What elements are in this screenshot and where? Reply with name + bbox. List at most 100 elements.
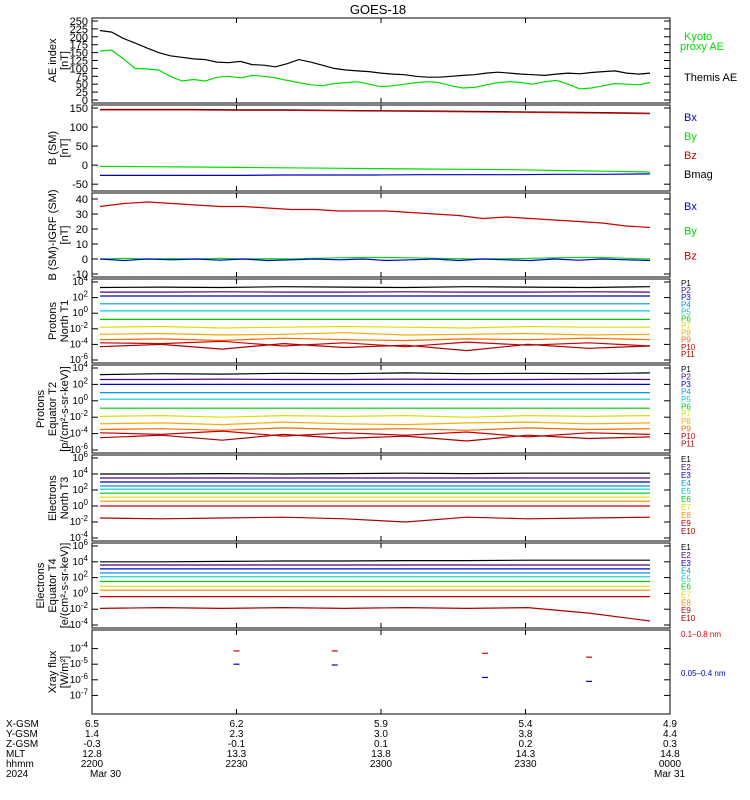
ephemeris-value: 13.3 — [227, 749, 247, 760]
legend-entry: E4 — [681, 567, 691, 576]
y-tick-label: 10-4 — [70, 530, 89, 544]
y-tick-label: 102 — [72, 570, 88, 584]
legend-entry: Bz — [684, 250, 697, 262]
panel-frame — [91, 629, 671, 715]
ephemeris-value: 0.2 — [519, 739, 533, 750]
series-line — [99, 29, 651, 78]
legend-entry: Themis AE — [684, 72, 737, 84]
y-axis-label: AE index — [47, 38, 59, 83]
ephemeris-value: 2.3 — [230, 729, 244, 740]
legend-entry: P2 — [681, 372, 691, 381]
series-line — [99, 201, 651, 229]
ephemeris-value: 3.8 — [519, 729, 533, 740]
y-axis-label: North T1 — [59, 300, 71, 343]
series-line — [99, 332, 651, 336]
y-tick-label: 100 — [70, 122, 88, 134]
legend-entry: E5 — [681, 575, 691, 584]
legend-entry: P5 — [681, 395, 691, 404]
y-tick-label: 10-2 — [70, 514, 89, 528]
series-line — [99, 286, 651, 289]
ephemeris-value: 12.8 — [82, 749, 102, 760]
y-tick-label: 10-4 — [70, 617, 89, 631]
panel-frame — [91, 454, 671, 542]
legend-entry: P1 — [681, 279, 691, 288]
ephemeris-value: 5.4 — [519, 719, 533, 730]
y-tick-label: 10 — [76, 239, 88, 251]
series-line — [100, 559, 650, 563]
series-line — [100, 173, 651, 176]
legend-entry: E8 — [681, 511, 691, 520]
ephemeris-value: 0000 — [659, 759, 682, 770]
legend-entry: E1 — [681, 543, 691, 552]
y-tick-label: 150 — [70, 103, 88, 115]
y-tick-label: 25 — [76, 87, 88, 99]
y-tick-label: 104 — [72, 466, 88, 480]
y-axis-label: [e/(cm²-s-sr-keV)] — [59, 543, 71, 629]
y-tick-label: 10-7 — [70, 687, 89, 701]
legend-entry: P4 — [681, 300, 691, 309]
ephemeris-value: 2230 — [225, 759, 248, 770]
legend-entry: E7 — [681, 590, 691, 599]
panel-bsm: -50 0 50 100 150 B (SM) [nT] Bx By Bz Bmag — [47, 103, 713, 192]
y-tick-label: 10-6 — [70, 672, 89, 686]
series-line — [99, 606, 651, 622]
legend-entry: Bx — [684, 112, 697, 124]
ephemeris-value: 1.4 — [85, 729, 99, 740]
legend-entry: E7 — [681, 503, 691, 512]
legend-entry: P3 — [681, 380, 691, 389]
series-line — [99, 258, 651, 262]
y-tick-label: 10-2 — [70, 409, 89, 423]
series-line — [100, 109, 651, 115]
y-tick-label: 10-2 — [70, 601, 89, 615]
legend-entry: P10 — [681, 432, 696, 441]
y-tick-label: 102 — [72, 376, 88, 390]
legend-entry: E2 — [681, 463, 691, 472]
series-line — [99, 433, 651, 442]
year-label: 2024 — [6, 769, 29, 780]
series-line — [100, 472, 650, 475]
y-axis-label: Equator T2 — [47, 382, 59, 436]
legend-entry: E10 — [681, 614, 696, 623]
y-axis-label: Equator T4 — [47, 558, 59, 612]
legend-entry: E3 — [681, 559, 691, 568]
series-line — [99, 337, 651, 342]
y-axis-label: [p/(cm²-s-sr-keV)] — [59, 366, 71, 452]
y-axis-label: North T3 — [59, 477, 71, 520]
ephemeris-value: 6.5 — [85, 719, 99, 730]
legend-entry: P5 — [681, 307, 691, 316]
panel-bigrf: -10 0 10 20 30 40 B (SM)-IGRF (SM) [nT] Bx By Bz — [47, 189, 697, 281]
ephemeris-label: Z-GSM — [6, 739, 38, 750]
y-tick-label: 106 — [72, 450, 88, 464]
legend-entry: proxy AE — [680, 41, 724, 53]
ephemeris-value: -0.1 — [228, 739, 246, 750]
panel-xray: 10-410-5 10-610-7 Xray flux [W/m²] 0.1–0.8 n… — [47, 629, 726, 715]
legend-entry: Bz — [684, 150, 697, 162]
series-line — [99, 256, 651, 260]
legend-entry: E2 — [681, 551, 691, 560]
y-axis-label: B (SM)-IGRF (SM) — [47, 189, 59, 280]
y-tick-label: 102 — [72, 482, 88, 496]
y-tick-label: 225 — [70, 24, 88, 36]
y-tick-label: 0 — [82, 254, 88, 266]
legend-entry: P1 — [681, 365, 691, 374]
ephemeris-value: 0.3 — [663, 739, 677, 750]
y-axis-label: [nT] — [59, 51, 71, 70]
legend-entry: 0.1–0.8 nm — [681, 630, 721, 639]
legend-entry: E1 — [681, 455, 691, 464]
ephemeris-value: 6.2 — [230, 719, 244, 730]
legend-entry: P4 — [681, 387, 691, 396]
series-line — [99, 430, 651, 438]
y-axis-label: Electrons — [47, 475, 59, 521]
y-tick-label: 30 — [76, 209, 88, 221]
y-tick-label: 102 — [72, 290, 88, 304]
legend-entry: P7 — [681, 410, 691, 419]
ephemeris-value: 0.1 — [374, 739, 388, 750]
legend-entry: P11 — [681, 440, 695, 449]
y-tick-label: 75 — [76, 71, 88, 83]
ephemeris-table: X-GSM 6.5 6.2 5.9 5.4 4.9 Y-GSM 1.4 2.3 3.0 3.8 4.4… — [6, 719, 686, 780]
y-tick-label: 100 — [72, 393, 88, 407]
plot-title: GOES-18 — [350, 2, 406, 17]
series-line — [99, 372, 651, 376]
